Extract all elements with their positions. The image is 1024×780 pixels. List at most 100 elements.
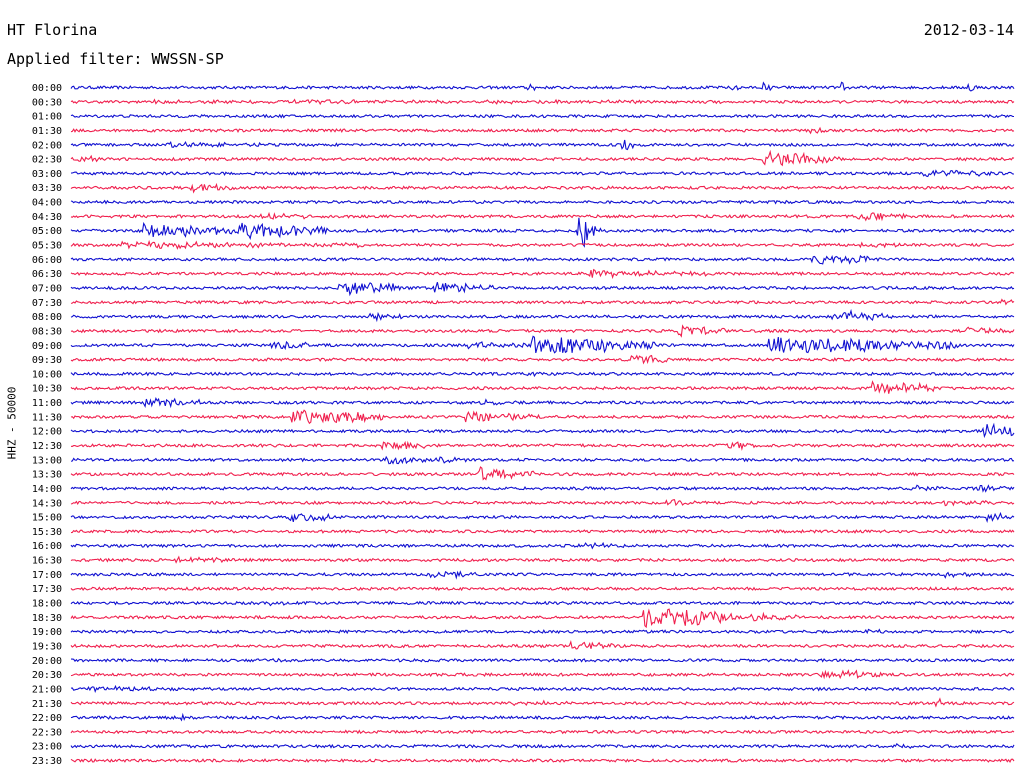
trace-line	[70, 169, 1014, 178]
trace-line	[70, 324, 1015, 338]
trace-line	[70, 354, 1015, 365]
row-time-label: 11:00	[32, 398, 62, 409]
row-time-label: 14:30	[32, 498, 62, 509]
row-time-label: 18:30	[32, 613, 62, 624]
row-time-label: 17:00	[32, 570, 62, 581]
trace-line	[70, 199, 1015, 205]
row-time-label: 22:30	[32, 727, 62, 738]
row-time-label: 05:30	[32, 241, 62, 252]
trace-line	[70, 499, 1015, 507]
row-time-label: 02:30	[32, 155, 62, 166]
trace-line	[70, 455, 1015, 465]
trace-line	[70, 466, 1015, 481]
row-time-label: 19:00	[32, 627, 62, 638]
trace-line	[70, 126, 1015, 135]
trace-line	[70, 217, 1015, 248]
trace-line	[70, 335, 1015, 354]
row-time-label: 12:00	[32, 427, 62, 438]
station-title: HT Florina	[7, 21, 98, 39]
trace-line	[70, 211, 1015, 222]
row-time-label: 16:30	[32, 556, 62, 567]
date-label: 2012-03-14	[923, 21, 1014, 39]
row-time-label: 17:30	[32, 584, 62, 595]
trace-line	[70, 440, 1015, 451]
row-time-label: 19:30	[32, 641, 62, 652]
row-time-label: 21:00	[32, 684, 62, 695]
trace-line	[70, 697, 1015, 708]
trace-line	[70, 729, 1015, 735]
row-time-label: 04:30	[32, 212, 62, 223]
trace-line	[70, 268, 1015, 280]
row-time-label: 06:30	[32, 269, 62, 280]
row-time-label: 09:30	[32, 355, 62, 366]
row-time-label: 23:30	[32, 756, 62, 767]
trace-line	[70, 254, 1015, 265]
row-time-label: 09:00	[32, 341, 62, 352]
row-time-label: 04:00	[32, 198, 62, 209]
trace-line	[70, 669, 1015, 680]
row-time-label: 18:00	[32, 599, 62, 610]
row-time-label: 10:00	[32, 369, 62, 380]
trace-line	[70, 139, 1015, 151]
row-time-label: 13:30	[32, 470, 62, 481]
row-time-label: 00:30	[32, 97, 62, 108]
trace-line	[70, 608, 1015, 629]
row-time-label: 08:30	[32, 326, 62, 337]
trace-line	[70, 528, 1015, 534]
row-time-label: 08:00	[32, 312, 62, 323]
trace-line	[70, 409, 1015, 425]
row-time-label: 13:00	[32, 455, 62, 466]
row-time-label: 03:30	[32, 183, 62, 194]
trace-line	[70, 712, 1015, 722]
trace-line	[71, 657, 1015, 663]
trace-line	[70, 684, 1015, 693]
row-time-label: 12:30	[32, 441, 62, 452]
trace-line	[70, 484, 1015, 493]
trace-line	[70, 371, 1015, 378]
trace-line	[70, 570, 1015, 580]
trace-line	[70, 239, 1014, 250]
row-time-label: 00:00	[32, 83, 62, 94]
trace-line	[70, 98, 1015, 106]
row-time-label: 14:00	[32, 484, 62, 495]
trace-line	[70, 282, 1015, 297]
row-time-label: 22:00	[32, 713, 62, 724]
trace-line	[70, 600, 1015, 607]
row-time-label: 15:30	[32, 527, 62, 538]
row-time-label: 07:30	[32, 298, 62, 309]
row-time-label: 21:30	[32, 699, 62, 710]
row-time-label: 01:00	[32, 112, 62, 123]
row-time-label: 23:00	[32, 742, 62, 753]
trace-line	[70, 298, 1015, 306]
row-time-label: 05:00	[32, 226, 62, 237]
trace-line	[70, 541, 1015, 550]
trace-line	[70, 397, 1015, 409]
trace-line	[70, 586, 1015, 592]
trace-line	[70, 422, 1015, 439]
filter-label: Applied filter: WWSSN-SP	[7, 50, 224, 68]
trace-line	[70, 511, 1015, 523]
row-time-label: 06:00	[32, 255, 62, 266]
row-time-label: 07:00	[32, 283, 62, 294]
row-time-label: 16:00	[32, 541, 62, 552]
row-time-label: 20:00	[32, 656, 62, 667]
row-time-label: 10:30	[32, 384, 62, 395]
trace-line	[70, 555, 1015, 564]
trace-line	[70, 81, 1015, 92]
trace-line	[70, 380, 1015, 394]
row-time-label: 02:00	[32, 140, 62, 151]
row-time-label: 20:30	[32, 670, 62, 681]
row-time-label: 11:30	[32, 412, 62, 423]
row-time-label: 01:30	[32, 126, 62, 137]
trace-line	[70, 113, 1014, 119]
trace-line	[70, 758, 1015, 763]
trace-line	[70, 742, 1015, 750]
trace-line	[70, 628, 1015, 635]
row-time-label: 15:00	[32, 513, 62, 524]
trace-line	[70, 308, 1015, 323]
trace-line	[70, 182, 1015, 194]
trace-line	[70, 149, 1015, 167]
trace-line	[70, 639, 1015, 650]
